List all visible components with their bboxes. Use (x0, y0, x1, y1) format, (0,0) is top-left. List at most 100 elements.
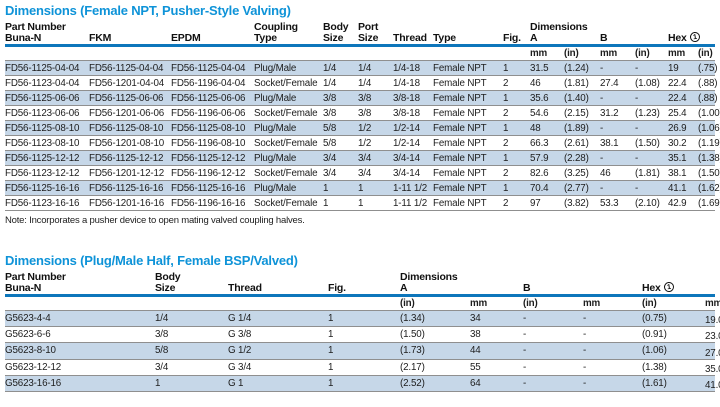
table-cell: 48 (530, 122, 541, 134)
table-cell: Female NPT (433, 62, 487, 74)
table-cell: (1.08) (635, 77, 660, 89)
table-cell: 38.1 (668, 167, 687, 179)
table-cell: G 3/8 (228, 329, 252, 341)
table-cell: 1/4-18 (393, 77, 420, 89)
col-coupling-label: Coupling (254, 21, 298, 33)
table-cell: 1/4-18 (393, 62, 420, 74)
table-cell: 1/4 (155, 313, 169, 325)
table-cell: 53.3 (600, 197, 619, 209)
col-body-label: Body (155, 271, 181, 283)
table-cell: 35.0 (705, 363, 720, 375)
table-cell: 3/4 (155, 361, 169, 373)
table-cell: (1.24) (564, 62, 589, 74)
col-hex-label: Hex 1 (642, 281, 705, 295)
table-cell: (2.61) (564, 137, 589, 149)
table-cell: (2.77) (564, 182, 589, 194)
table-cell: G5623-8-10 (5, 345, 56, 357)
table-cell: G 3/4 (228, 361, 252, 373)
dimensions-table-female-npt: Part Number Buna-N FKM EPDM Coupling Type … (5, 21, 720, 226)
table-cell: 41.1 (668, 182, 687, 194)
table-cell: FD56-1125-04-04 (89, 62, 164, 74)
col-b-label: B (600, 32, 608, 44)
table-cell: (2.15) (564, 107, 589, 119)
table-cell: 3/8 (155, 329, 169, 341)
table1-header-row: Part Number Buna-N FKM EPDM Coupling Type … (5, 21, 715, 47)
table-cell: (3.25) (564, 167, 589, 179)
table-cell: 41.0 (705, 379, 720, 391)
table-cell: FD56-1201-12-12 (89, 167, 165, 179)
table-cell: 1 (328, 377, 334, 389)
table-cell: 22.4 (668, 92, 687, 104)
table-cell: FD56-1125-16-16 (89, 182, 164, 194)
table-cell: 5/8 (155, 345, 169, 357)
table-row: FD56-1125-04-04 FD56-1125-04-04 FD56-1125-… (5, 61, 718, 76)
table-cell: - (600, 62, 604, 74)
table-cell: Female NPT (433, 197, 487, 209)
table-cell: 30.2 (668, 137, 687, 149)
table-cell: Plug/Male (254, 152, 297, 164)
table-cell: Socket/Female (254, 107, 318, 119)
table-cell: 2 (503, 167, 509, 179)
col-epdm-label: EPDM (171, 32, 201, 44)
table-cell: FD56-1123-06-06 (5, 107, 80, 119)
table-cell: 2 (503, 137, 509, 149)
table-cell: - (523, 313, 527, 325)
table-cell: Socket/Female (254, 167, 318, 179)
table-cell: FD56-1196-06-06 (171, 107, 246, 119)
unit-label: (in) (642, 298, 657, 309)
table-cell: 42.9 (668, 197, 687, 209)
table-cell: (1.89) (564, 122, 589, 134)
table-cell: (1.50) (635, 137, 660, 149)
table-cell: 2 (503, 197, 509, 209)
table-cell: - (583, 345, 587, 357)
table-row: G5623-16-16 1 G 1 1 (2.52) 64 - - (1.61) 41.0 (5, 375, 720, 392)
col-buna-label: Buna-N (5, 32, 42, 44)
table-row: FD56-1125-08-10 FD56-1125-08-10 FD56-1125-… (5, 121, 720, 136)
table-cell: FD56-1125-12-12 (89, 152, 164, 164)
table1-units-row: mm (in) mm (in) mm (in) (5, 47, 715, 61)
table-cell: (1.06) (642, 345, 667, 357)
table-cell: 34 (470, 313, 481, 325)
table-cell: FD56-1201-16-16 (89, 197, 165, 209)
table-cell: - (600, 152, 604, 164)
table-cell: G5623-6-6 (5, 329, 51, 341)
table-row: G5623-8-10 5/8 G 1/2 1 (1.73) 44 - - (1.06) 27.0 (5, 343, 720, 360)
dimensions-group-label: Dimensions (530, 21, 588, 33)
table-cell: 1 (503, 182, 509, 194)
table-cell: - (600, 182, 604, 194)
table2-header-row: Part Number Buna-N Body Size Thread Fig. D… (5, 271, 715, 297)
table-row: FD56-1123-04-04 FD56-1201-04-04 FD56-1196-… (5, 76, 718, 91)
table2-body: G5623-4-41/4G 1/41(1.34)34--(0.75)19.0G5… (5, 311, 720, 392)
table-cell: 1 (503, 92, 509, 104)
table-cell: 3/8-18 (393, 92, 420, 104)
table-cell: (2.28) (564, 152, 589, 164)
table-cell: FD56-1123-16-16 (5, 197, 80, 209)
footnote-1-icon: 1 (663, 281, 675, 293)
table-cell: 64 (470, 377, 481, 389)
table-cell: G5623-12-12 (5, 361, 62, 373)
table-cell: (3.82) (564, 197, 589, 209)
table-cell: (1.06) (698, 122, 720, 134)
table-cell: 1/2-14 (393, 122, 420, 134)
table-cell: - (635, 62, 639, 74)
table-cell: 3/4 (323, 167, 337, 179)
table-cell: - (635, 122, 639, 134)
table-cell: (1.61) (642, 377, 667, 389)
table-cell: (1.38) (642, 361, 667, 373)
table-cell: (1.50) (400, 329, 425, 341)
table-cell: 66.3 (530, 137, 549, 149)
table-cell: G 1 (228, 377, 244, 389)
table-cell: - (635, 182, 639, 194)
table-cell: Socket/Female (254, 137, 318, 149)
col-thread-label: Thread (228, 282, 262, 294)
table-cell: FD56-1125-12-12 (5, 152, 80, 164)
table-cell: 25.4 (668, 107, 687, 119)
table-cell: (1.38) (698, 152, 720, 164)
table-cell: FD56-1196-16-16 (171, 197, 246, 209)
table1-body: FD56-1125-04-04 FD56-1125-04-04 FD56-1125-… (5, 61, 720, 211)
table-cell: 1 (328, 345, 334, 357)
table-cell: Female NPT (433, 152, 487, 164)
col-a-label: A (530, 32, 538, 44)
table2-units-row: (in) mm (in) mm (in) mm (5, 297, 720, 311)
table-cell: Socket/Female (254, 197, 318, 209)
